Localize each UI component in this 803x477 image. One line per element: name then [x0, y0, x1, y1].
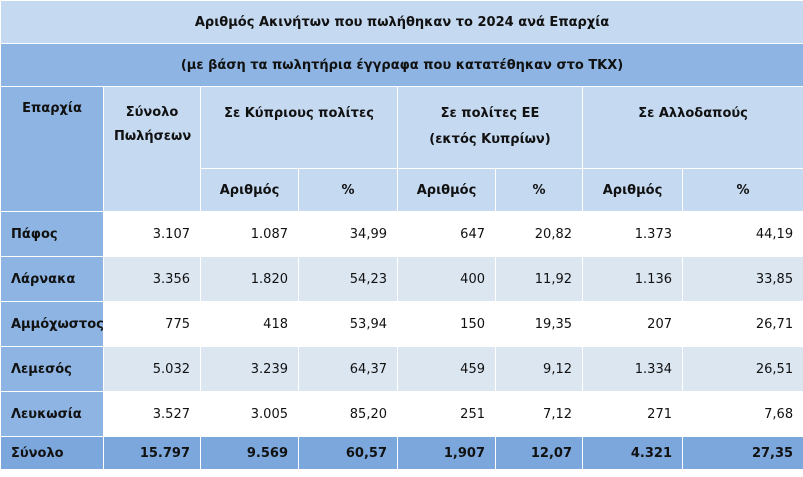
data-row: Αμμόχωστος 775 418 53,94 150 19,35 207 26,71: [0, 301, 803, 347]
subheader-row: Αριθμός% Αριθμός% Αριθμός%: [1, 168, 803, 212]
value-cell: 207: [582, 301, 683, 347]
total-value: 4.321: [582, 436, 683, 470]
value-cell: 7,12: [495, 391, 583, 437]
total-value: 9.569: [200, 436, 299, 470]
value-cell: 1.373: [582, 211, 683, 257]
header-group-note: (εκτός Κυπρίων): [429, 132, 551, 147]
header-group: Σε Κύπριους πολίτες: [200, 86, 398, 169]
header-region: Επαρχία: [0, 86, 104, 212]
value-cell: 3.356: [103, 256, 201, 302]
data-row: Λάρνακα 3.356 1.820 54,23 400 11,92 1.136 33,85: [0, 256, 803, 302]
region-label: Πάφος: [0, 211, 104, 257]
value-cell: 26,71: [681, 301, 803, 347]
subheader: %: [681, 168, 803, 212]
value-cell: 33,85: [681, 256, 803, 302]
header-group: Σε πολίτες ΕΕ (εκτός Κυπρίων): [397, 86, 583, 169]
region-label: Αμμόχωστος: [0, 301, 104, 347]
value-cell: 150: [397, 301, 496, 347]
value-cell: 20,82: [495, 211, 583, 257]
value-cell: 3.239: [200, 346, 299, 392]
value-cell: 1.820: [200, 256, 299, 302]
value-cell: 251: [397, 391, 496, 437]
value-cell: 85,20: [298, 391, 398, 437]
region-label: Λεμεσός: [0, 346, 104, 392]
value-cell: 19,35: [495, 301, 583, 347]
value-cell: 34,99: [298, 211, 398, 257]
value-cell: 418: [200, 301, 299, 347]
subheader: Αριθμός: [200, 168, 299, 212]
value-cell: 9,12: [495, 346, 583, 392]
value-cell: 3.107: [103, 211, 201, 257]
value-cell: 400: [397, 256, 496, 302]
table-title: Αριθμός Ακινήτων που πωλήθηκαν το 2024 α…: [0, 0, 803, 44]
value-cell: 647: [397, 211, 496, 257]
value-cell: 459: [397, 346, 496, 392]
value-cell: 44,19: [681, 211, 803, 257]
value-cell: 1.334: [582, 346, 683, 392]
value-cell: 775: [103, 301, 201, 347]
value-cell: 1.136: [582, 256, 683, 302]
value-cell: 64,37: [298, 346, 398, 392]
data-row: Λευκωσία 3.527 3.005 85,20 251 7,12 271 7,68: [0, 391, 803, 437]
value-cell: 7,68: [681, 391, 803, 437]
subheader: Αριθμός: [582, 168, 683, 212]
value-cell: 3.005: [200, 391, 299, 437]
subheader: %: [495, 168, 583, 212]
region-label: Λευκωσία: [0, 391, 104, 437]
subheader: %: [298, 168, 398, 212]
value-cell: 11,92: [495, 256, 583, 302]
total-value: 1,907: [397, 436, 496, 470]
data-row: Λεμεσός 5.032 3.239 64,37 459 9,12 1.334 26,51: [0, 346, 803, 392]
total-label: Σύνολο: [0, 436, 104, 470]
total-row: Σύνολο 15.797 9.569 60,57 1,907 12,07 4.321 27,…: [0, 436, 803, 470]
subheader: Αριθμός: [397, 168, 496, 212]
value-cell: 26,51: [681, 346, 803, 392]
total-value: 15.797: [103, 436, 201, 470]
value-cell: 54,23: [298, 256, 398, 302]
value-cell: 1.087: [200, 211, 299, 257]
value-cell: 3.527: [103, 391, 201, 437]
total-value: 27,35: [681, 436, 803, 470]
total-value: 12,07: [495, 436, 583, 470]
value-cell: 53,94: [298, 301, 398, 347]
header-group-text: Σε πολίτες ΕΕ: [440, 106, 540, 121]
region-label: Λάρνακα: [0, 256, 104, 302]
value-cell: 5.032: [103, 346, 201, 392]
total-value: 60,57: [298, 436, 398, 470]
value-cell: 271: [582, 391, 683, 437]
data-row: Πάφος 3.107 1.087 34,99 647 20,82 1.373 44,19: [0, 211, 803, 257]
table-subtitle: (με βάση τα πωλητήρια έγγραφα που κατατέ…: [0, 43, 803, 87]
header-total-sales: Σύνολο Πωλήσεων: [103, 86, 201, 212]
header-group: Σε Αλλοδαπούς: [581, 86, 803, 169]
